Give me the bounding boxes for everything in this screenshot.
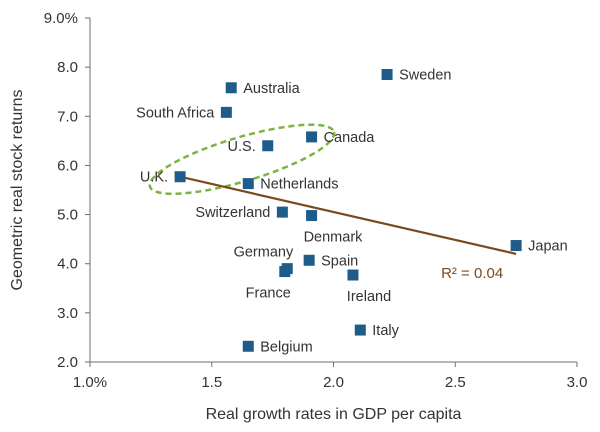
- x-tick-label: 2.0: [323, 374, 344, 391]
- point-label-france: France: [246, 286, 291, 302]
- highlight-ellipse: [148, 123, 336, 196]
- x-tick-label: 1.0%: [73, 374, 107, 391]
- point-label-netherlands: Netherlands: [260, 177, 338, 193]
- point-label-south-africa: South Africa: [136, 105, 215, 121]
- points-layer: [174, 69, 522, 352]
- y-tick-label: 8.0: [57, 59, 78, 76]
- data-point-spain: [303, 254, 315, 266]
- r-squared-label: R² = 0.04: [441, 265, 503, 282]
- point-label-denmark: Denmark: [304, 230, 364, 246]
- data-point-switzerland: [276, 206, 288, 218]
- y-tick-label: 5.0: [57, 207, 78, 224]
- point-label-australia: Australia: [243, 81, 300, 97]
- point-label-japan: Japan: [528, 239, 568, 255]
- y-axis-title: Geometric real stock returns: [9, 90, 26, 291]
- data-point-canada: [306, 131, 318, 143]
- point-label-italy: Italy: [372, 323, 399, 339]
- y-tick-label: 6.0: [57, 157, 78, 174]
- x-tick-label: 2.5: [445, 374, 466, 391]
- y-tick-label: 9.0%: [44, 10, 78, 27]
- point-label-ireland: Ireland: [347, 289, 391, 305]
- point-label-u-k-: U.K.: [140, 170, 168, 186]
- trendline-layer: R² = 0.04: [179, 175, 517, 282]
- point-label-sweden: Sweden: [399, 68, 451, 84]
- trendline: [179, 175, 517, 255]
- x-axis-title: Real growth rates in GDP per capita: [206, 406, 462, 423]
- data-point-belgium: [242, 340, 254, 352]
- data-point-sweden: [381, 69, 393, 81]
- point-labels-layer: Sweden Australia South Africa Canada U.S. U.K…: [136, 68, 567, 356]
- point-label-switzerland: Switzerland: [195, 205, 270, 221]
- point-label-germany: Germany: [234, 245, 294, 261]
- y-tick-label: 7.0: [57, 108, 78, 125]
- point-label-belgium: Belgium: [260, 339, 312, 355]
- point-label-spain: Spain: [321, 253, 358, 269]
- highlight-layer: [148, 123, 336, 196]
- data-point-u-s-: [262, 140, 274, 152]
- data-point-denmark: [306, 210, 318, 222]
- y-tick-label: 3.0: [57, 305, 78, 322]
- data-point-italy: [354, 324, 366, 336]
- point-label-canada: Canada: [324, 130, 376, 146]
- point-label-u-s-: U.S.: [228, 139, 256, 155]
- data-point-netherlands: [242, 178, 254, 190]
- y-tick-label: 2.0: [57, 354, 78, 371]
- data-point-australia: [225, 82, 237, 94]
- data-point-ireland: [347, 269, 359, 281]
- axes: 2.0 3.0 4.0 5.0 6.0 7.0 8.0 9.0% 1.0% 1.5 2.0 2.5 3.…: [9, 10, 587, 423]
- x-tick-label: 1.5: [201, 374, 222, 391]
- data-point-south-africa: [220, 106, 232, 118]
- data-point-japan: [510, 240, 522, 252]
- data-point-u-k-: [174, 171, 186, 183]
- data-point-france: [279, 266, 291, 278]
- y-tick-label: 4.0: [57, 256, 78, 273]
- x-tick-label: 3.0: [567, 374, 588, 391]
